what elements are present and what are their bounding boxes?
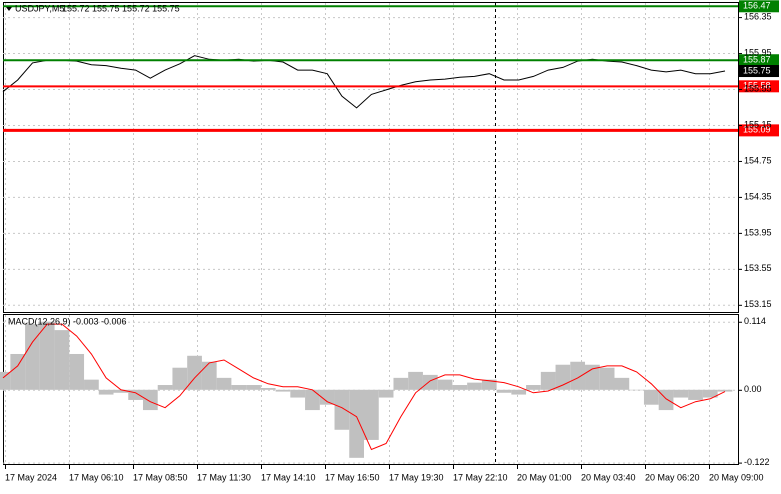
macd-bar <box>467 382 482 390</box>
y-tick-label: 155.15 <box>744 119 772 129</box>
macd-bar <box>437 379 453 390</box>
macd-bar <box>246 385 261 390</box>
x-tick-label: 17 May 2024 <box>5 472 57 482</box>
level-label-box <box>739 124 779 137</box>
signal-line <box>2 323 726 451</box>
macd-bar <box>157 385 173 390</box>
collapse-icon <box>6 7 12 11</box>
macd-bar <box>599 367 615 390</box>
y-tick-label: 155.55 <box>744 83 772 93</box>
macd-bar <box>142 389 158 411</box>
symbol: USDJPY,M5 <box>15 3 64 13</box>
macd-bar <box>481 379 497 390</box>
x-tick-label: 17 May 19:30 <box>389 472 444 482</box>
macd-bar <box>688 389 703 400</box>
x-tick-label: 17 May 11:30 <box>197 472 251 482</box>
macd-bar <box>334 389 350 430</box>
y-tick-label: 156.35 <box>744 11 772 21</box>
overlay: 156.47 155.87 155.58 155.09 155.75 <box>3 0 779 137</box>
y-tick-label: 0.114 <box>744 316 766 326</box>
level-label: 156.47 <box>743 1 771 11</box>
level-label-box <box>739 80 779 93</box>
macd-bar <box>364 389 379 440</box>
last-price-label: 155.75 <box>743 65 771 75</box>
macd-bar <box>393 377 409 390</box>
macd-bar <box>717 389 733 392</box>
macd-bar <box>570 361 586 390</box>
x-tick-label: 20 May 09:00 <box>709 472 764 482</box>
macd-bar <box>10 353 26 390</box>
macd-bar <box>496 389 512 393</box>
macd-bar <box>511 389 527 395</box>
y-tick-label: -0.122 <box>744 457 770 467</box>
macd-bar <box>25 324 40 390</box>
macd-bar <box>260 388 276 390</box>
x-tick-label: 17 May 22:10 <box>453 472 508 482</box>
x-tick-label: 17 May 16:50 <box>325 472 380 482</box>
x-tick-label: 17 May 08:50 <box>133 472 188 482</box>
level-label: 155.58 <box>743 81 771 91</box>
macd-bar <box>629 389 644 391</box>
y-tick-label: 154.35 <box>744 191 772 201</box>
macd-bar <box>98 389 114 395</box>
x-tick-label: 17 May 14:10 <box>261 472 316 482</box>
macd-bar <box>408 371 423 390</box>
macd-bar <box>319 389 335 405</box>
macd-bar <box>201 361 217 390</box>
macd-bar <box>526 385 541 390</box>
level-label-box <box>739 54 779 67</box>
grid <box>3 3 738 464</box>
x-tick-label: 20 May 01:00 <box>517 472 572 482</box>
macd-bar <box>702 389 718 398</box>
macd-bar <box>614 377 630 390</box>
macd-bar <box>378 389 394 398</box>
level-label: 155.87 <box>743 55 771 65</box>
macd-bar <box>422 374 438 390</box>
macd-bar <box>305 389 320 411</box>
macd-bar <box>452 385 468 390</box>
macd-bar <box>84 379 99 390</box>
ohlc: 155.72 155.75 155.72 155.75 <box>62 3 180 13</box>
macd-bar <box>643 389 659 405</box>
macd-bar <box>349 389 364 458</box>
macd-bar <box>216 377 232 390</box>
x-tick-label: 20 May 06:20 <box>645 472 700 482</box>
macd-bar <box>187 355 202 390</box>
y-tick-label: 153.55 <box>744 263 772 273</box>
macd-bar <box>172 367 188 390</box>
macd-bar <box>0 371 11 390</box>
last-price-box <box>739 65 779 78</box>
macd-bar <box>555 364 571 390</box>
macd-bar <box>113 389 129 393</box>
macd-bar <box>54 330 70 390</box>
macd-bar <box>231 385 247 390</box>
macd-bar <box>540 371 556 390</box>
macd-bar <box>290 389 306 398</box>
x-tick-label: 17 May 06:10 <box>69 472 124 482</box>
macd-bar <box>69 353 85 390</box>
macd-bar <box>275 389 291 392</box>
level-label-box <box>739 0 779 13</box>
y-tick-label: 153.95 <box>744 227 772 237</box>
y-tick-label: 153.15 <box>744 299 772 309</box>
y-tick-label: 0.00 <box>744 384 762 394</box>
y-tick-label: 155.95 <box>744 47 772 57</box>
y-tick-label: 154.75 <box>744 155 772 165</box>
macd-bar <box>128 389 143 400</box>
level-label: 155.09 <box>743 125 771 135</box>
price-panel-frame <box>3 2 739 313</box>
macd-title: MACD(12,26,9) -0.003 -0.006 <box>8 316 127 326</box>
x-tick-label: 20 May 03:40 <box>581 472 636 482</box>
marks <box>0 55 733 458</box>
macd-bar <box>39 321 55 390</box>
macd-bar <box>673 389 689 398</box>
